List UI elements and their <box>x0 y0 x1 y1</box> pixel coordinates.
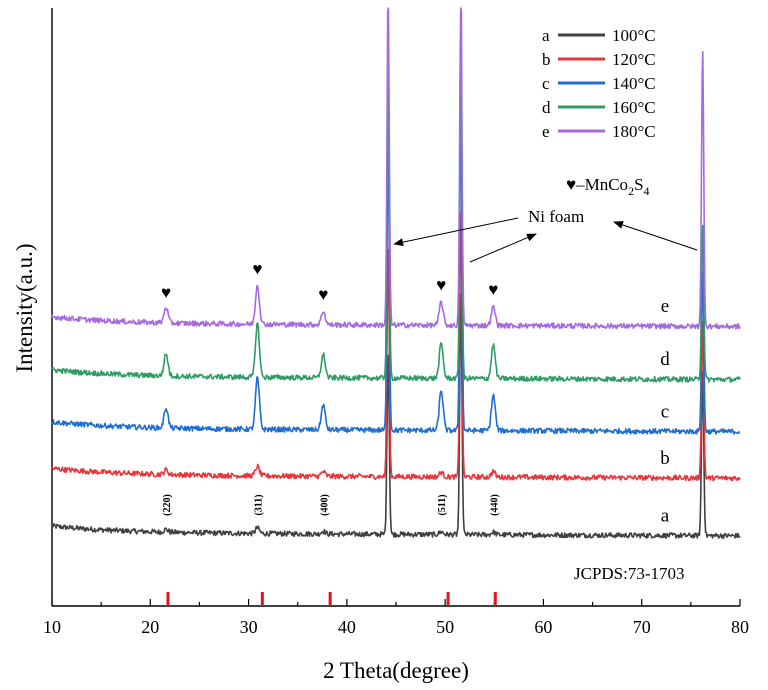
legend-label-d: 160°C <box>612 98 656 117</box>
legend-letter-c: c <box>542 74 550 93</box>
legend-letter-e: e <box>542 122 550 141</box>
phase-peak-markers: ♥ ♥ ♥ ♥ ♥ <box>161 260 498 304</box>
y-axis-title: Intensity(a.u.) <box>12 243 37 372</box>
legend-letter-a: a <box>542 26 550 45</box>
ni-foam-label: Ni foam <box>528 207 584 226</box>
series-line-c <box>51 111 741 435</box>
x-axis-ticks: 10 20 30 40 50 60 70 80 <box>43 599 749 637</box>
phase-marker-legend: ♥–MnCo2S4 <box>566 175 650 198</box>
ni-foam-arrow <box>613 221 698 251</box>
heart-icon: ♥ <box>161 283 171 302</box>
x-tick-label: 50 <box>436 617 454 637</box>
legend-label-b: 120°C <box>612 50 656 69</box>
legend: a 100°C b 120°C c 140°C d 160°C e 180°C <box>542 26 656 141</box>
heart-icon: ♥ <box>318 285 328 304</box>
legend-label-a: 100°C <box>612 26 656 45</box>
legend-letter-d: d <box>542 98 551 117</box>
heart-icon: ♥ <box>252 260 262 279</box>
ni-foam-arrows <box>393 217 698 263</box>
x-tick-label: 40 <box>338 617 356 637</box>
x-tick-label: 30 <box>240 617 258 637</box>
diffraction-curves <box>51 7 741 539</box>
hkl-label: (511) <box>437 494 448 515</box>
legend-label-c: 140°C <box>612 74 656 93</box>
reference-marks <box>166 592 497 606</box>
curve-label-c: c <box>661 401 669 422</box>
ni-foam-arrow <box>393 217 519 247</box>
x-tick-label: 80 <box>731 617 749 637</box>
curve-label-a: a <box>661 505 670 526</box>
curve-label-e: e <box>661 296 669 317</box>
series-line-d <box>51 68 741 383</box>
legend-label-e: 180°C <box>612 122 656 141</box>
heart-icon: ♥ <box>566 175 576 194</box>
x-axis-title: 2 Theta(degree) <box>323 658 469 683</box>
x-tick-label: 70 <box>633 617 651 637</box>
hkl-label: (400) <box>319 494 330 516</box>
hkl-label: (440) <box>489 494 500 516</box>
curve-letter-labels: a b c d e <box>660 296 670 526</box>
x-tick-label: 10 <box>43 617 61 637</box>
hkl-label: (220) <box>162 494 173 516</box>
reference-label: JCPDS:73-1703 <box>574 564 685 583</box>
hkl-label: (311) <box>253 494 264 515</box>
curve-label-d: d <box>660 349 670 370</box>
x-tick-label: 60 <box>534 617 552 637</box>
series-line-a <box>51 293 741 539</box>
curve-label-b: b <box>660 448 670 469</box>
hkl-labels: (220) (311) (400) (511) (440) <box>162 494 500 516</box>
legend-letter-b: b <box>542 50 551 69</box>
x-tick-label: 20 <box>141 617 159 637</box>
series-line-e <box>51 7 741 330</box>
ni-foam-arrow <box>469 233 537 263</box>
heart-icon: ♥ <box>436 276 446 295</box>
heart-icon: ♥ <box>488 280 498 299</box>
series-line-b <box>51 211 741 482</box>
